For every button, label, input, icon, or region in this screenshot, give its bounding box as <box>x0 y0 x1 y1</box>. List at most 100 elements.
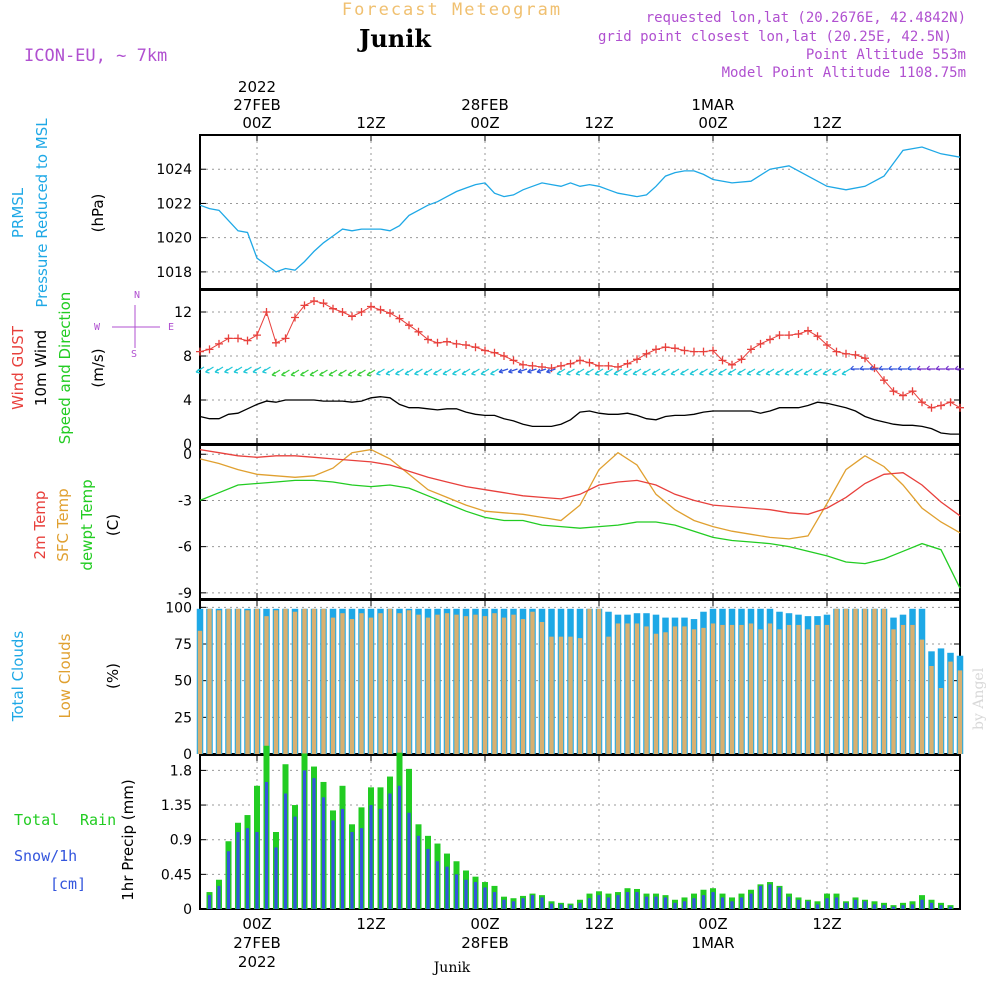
wind-direction-arrow <box>746 368 756 376</box>
gust-marker <box>234 334 242 343</box>
wind-direction-arrow <box>357 369 366 377</box>
snow-bar <box>749 893 753 909</box>
snow-bar <box>578 902 582 909</box>
gust-marker <box>291 313 299 322</box>
snow-bar <box>350 832 354 909</box>
gust-marker <box>215 339 223 348</box>
snow-bar <box>407 812 411 909</box>
super-title: Forecast Meteogram <box>342 0 562 20</box>
precip-label-snow: Snow/1h <box>14 847 77 865</box>
gust-marker <box>509 356 518 365</box>
wind-direction-arrow <box>859 365 869 371</box>
gust-marker <box>671 344 679 353</box>
snow-bar <box>758 885 763 909</box>
wind-direction-arrow <box>613 368 623 376</box>
precip-ytick-label: 1.8 <box>170 763 192 779</box>
snow-bar <box>910 904 915 909</box>
wind-direction-arrow <box>888 365 898 371</box>
low-cloud-bar <box>777 629 782 754</box>
low-cloud-bar <box>881 608 887 754</box>
cloud-label-1: Total Clouds <box>9 631 27 723</box>
wind-direction-arrow <box>775 368 784 376</box>
low-cloud-bar <box>311 608 317 754</box>
low-cloud-bar <box>254 608 260 754</box>
low-cloud-bar <box>634 623 640 754</box>
low-cloud-bar <box>596 608 602 754</box>
wind-direction-arrow <box>233 366 243 374</box>
temp-label-2: SFC Temp <box>54 488 72 561</box>
top-time-label-line: 00Z <box>242 114 271 132</box>
top-time-label-line: 12Z <box>812 114 841 132</box>
wind-direction-arrow <box>954 365 964 371</box>
wind-label-2: 10m Wind <box>32 330 50 406</box>
temp-frame <box>199 444 961 600</box>
pressure-ytick-label: 1024 <box>156 162 192 178</box>
wind-direction-arrow <box>546 368 556 374</box>
gust-marker <box>927 403 936 412</box>
gust-marker <box>348 312 356 321</box>
top-time-label-line: 2022 <box>238 78 276 96</box>
snow-bar <box>863 901 867 909</box>
wind-direction-arrow <box>309 369 319 377</box>
temp-ytick-label: -6 <box>178 540 192 556</box>
wind-direction-arrow <box>328 369 338 377</box>
snow-bar <box>901 905 905 909</box>
gust-marker <box>395 314 404 323</box>
low-cloud-bar <box>216 610 222 754</box>
gust-marker <box>728 360 736 369</box>
bottom-time-label-line: 00Z <box>470 915 499 933</box>
wind-direction-arrow <box>945 365 955 371</box>
wind-direction-arrow <box>376 368 385 376</box>
low-cloud-bar <box>701 627 706 754</box>
gust-marker <box>709 346 717 355</box>
snow-bar <box>521 898 525 909</box>
low-cloud-bar <box>264 616 269 754</box>
gust-marker <box>766 335 774 344</box>
clouds-ytick-label: 50 <box>174 674 192 690</box>
clouds-ytick-label: 100 <box>165 600 192 616</box>
compass-rose: N S W E <box>94 290 174 360</box>
gust-marker <box>794 330 803 338</box>
wind-panel: 0 4 8 12 <box>174 289 964 453</box>
wind-direction-arrow <box>813 368 822 376</box>
snow-bar <box>473 882 478 909</box>
low-cloud-bar <box>482 616 488 754</box>
wind-direction-arrow <box>442 368 452 376</box>
snow-bar <box>369 805 373 909</box>
wind-direction-arrow <box>224 366 233 374</box>
low-cloud-bar <box>226 608 231 754</box>
wind-direction-arrow <box>536 368 547 374</box>
snow-bar <box>597 895 601 909</box>
wind-direction-arrow <box>566 368 575 376</box>
low-cloud-bar <box>625 623 630 754</box>
low-cloud-bar <box>891 629 896 754</box>
gust-marker <box>908 387 917 396</box>
precip-label-total: Total <box>14 811 59 829</box>
low-cloud-bar <box>919 639 925 754</box>
gust-marker <box>775 331 784 340</box>
low-cloud-bar <box>805 629 811 754</box>
wind-direction-arrow <box>727 368 737 376</box>
wind-label-3: Speed and Direction <box>56 292 74 445</box>
bottom-time-label-line: 12Z <box>584 915 613 933</box>
low-cloud-bar <box>235 608 241 754</box>
wind-direction-arrow <box>290 369 300 377</box>
wind-direction-arrow <box>423 368 433 376</box>
pressure-frame <box>199 134 961 290</box>
bottom-time-label-line: 12Z <box>812 915 841 933</box>
snow-bar <box>920 899 924 909</box>
snow-bar <box>426 848 430 909</box>
snow-bar <box>559 904 563 909</box>
gust-marker <box>319 299 328 308</box>
pressure-line <box>199 146 961 273</box>
gust-marker <box>680 346 689 355</box>
low-cloud-bar <box>349 619 355 754</box>
wind-label-1: Wind GUST <box>9 325 27 410</box>
low-cloud-bar <box>720 624 725 754</box>
gust-marker <box>338 308 347 316</box>
wind-direction-arrow <box>195 366 205 374</box>
gust-marker <box>823 341 831 349</box>
